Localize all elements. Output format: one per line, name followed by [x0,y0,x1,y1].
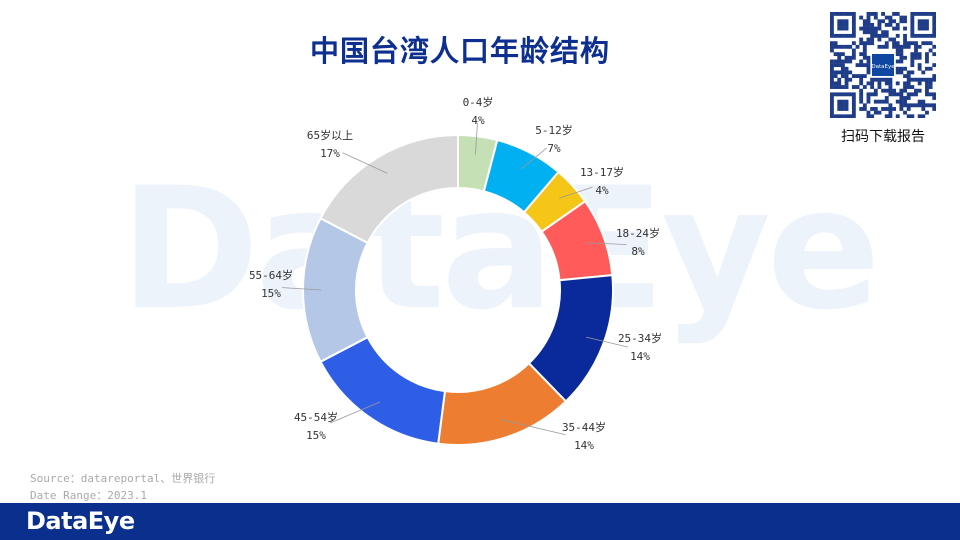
qr-logo-box [872,54,894,76]
qr-logo-label: DataEye [871,64,895,70]
slice-8 [302,216,369,364]
category-label-9: 65岁以上 [307,128,353,142]
category-label-5: 25-34岁 [618,331,662,345]
value-label-2: 7% [547,142,561,155]
category-label-3: 13-17岁 [580,165,624,179]
page-title: 中国台湾人口年龄结构 [309,34,610,68]
value-label-3: 4% [595,184,609,197]
chart-labels: 0-4岁 4% 5-12岁 7% 13-17岁 4% 18-24岁 8% 25-34岁 14% 35… [249,95,662,452]
category-label-4: 18-24岁 [616,226,660,240]
leader-line-4 [586,242,627,245]
leader-line-9 [342,152,388,174]
date-range-line: Date Range：2023.1 [30,489,147,502]
footer-logo: DataEye [26,507,135,535]
value-label-4: 8% [631,245,645,258]
value-label-8: 15% [261,287,281,300]
value-label-7: 15% [306,429,326,442]
qr-caption: 扫码下载报告 [841,129,925,145]
leader-line-5 [586,336,629,348]
leader-line-3 [558,186,593,199]
leader-line-2 [520,147,548,170]
value-label-1: 4% [471,114,485,127]
value-label-5: 14% [630,350,650,363]
qr-modules [830,12,936,118]
slice-9 [319,133,459,245]
category-label-7: 45-54岁 [294,410,338,424]
leader-line-7 [329,401,381,424]
leader-line-6 [500,419,566,436]
category-label-8: 55-64岁 [249,268,293,282]
value-label-6: 14% [574,439,594,452]
source-line: Source：datareportal、世界银行 [30,472,216,485]
leader-line-1 [475,122,478,155]
qr-code: DataEye [830,12,936,118]
category-label-2: 5-12岁 [535,123,573,137]
chart-slices [302,133,614,446]
value-label-9: 17% [320,147,340,160]
category-label-1: 0-4岁 [463,95,494,109]
category-label-6: 35-44岁 [562,420,606,434]
chart-leader-lines [282,122,629,436]
leader-line-8 [282,287,322,291]
slice-7 [319,335,447,445]
footer-bar: DataEye [0,503,960,540]
